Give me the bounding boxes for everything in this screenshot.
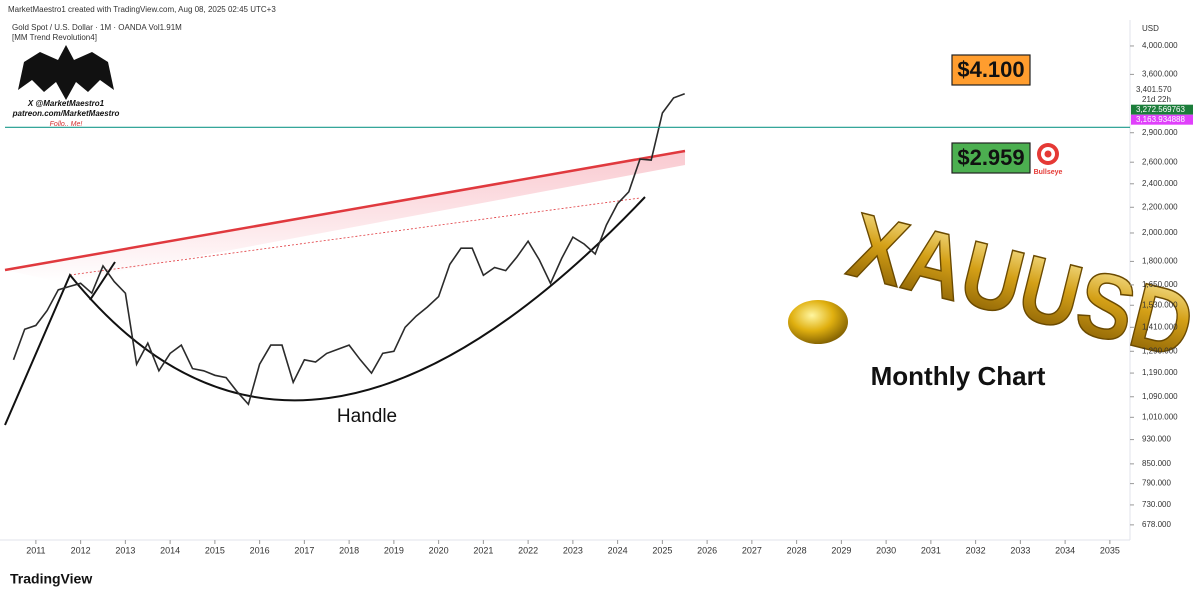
- y-tick-label: 930.000: [1142, 435, 1171, 444]
- logo-follow: Follo.. Me!: [50, 121, 83, 128]
- bullseye-icon: Bullseye: [1034, 143, 1063, 176]
- x-tick-label: 2024: [608, 545, 628, 555]
- x-tick-label: 2033: [1010, 545, 1030, 555]
- handle-line: [89, 261, 116, 301]
- x-tick-label: 2030: [876, 545, 896, 555]
- y-tick-label: 1,010.000: [1142, 412, 1178, 421]
- y-tick-label: 3,600.000: [1142, 69, 1178, 78]
- x-tick-label: 2019: [384, 545, 404, 555]
- footer-brand: TradingView: [10, 571, 92, 587]
- x-tick-label: 2032: [966, 545, 986, 555]
- level-label: $4.100: [957, 57, 1024, 82]
- price-box: [1131, 114, 1193, 125]
- y-tick-label: 790.000: [1142, 479, 1171, 488]
- level-box: [951, 142, 1031, 174]
- y-tick-label: 2,000.000: [1142, 228, 1178, 237]
- handle-label: Handle: [337, 406, 397, 427]
- logo-handle: X @MarketMaestro1: [27, 99, 105, 108]
- bullseye-label: Bullseye: [1034, 169, 1063, 176]
- y-tick-label: 1,190.000: [1142, 368, 1178, 377]
- y-tick-label: 1,650.000: [1142, 280, 1178, 289]
- x-tick-label: 2031: [921, 545, 941, 555]
- x-tick-label: 2035: [1100, 545, 1120, 555]
- price-label: 3,272.569763: [1136, 105, 1185, 114]
- y-tick-label: 1,410.000: [1142, 322, 1178, 331]
- y-tick-label: 2,900.000: [1142, 128, 1178, 137]
- y-tick-label: 730.000: [1142, 500, 1171, 509]
- y-tick-label: 678.000: [1142, 520, 1171, 529]
- x-tick-label: 2021: [473, 545, 493, 555]
- x-tick-label: 2014: [160, 545, 180, 555]
- countdown: 21d 22h: [1142, 95, 1171, 104]
- logo: X @MarketMaestro1 patreon.com/MarketMaes…: [12, 45, 120, 128]
- x-tick-label: 2027: [742, 545, 762, 555]
- x-tick-label: 2016: [250, 545, 270, 555]
- cup-curve: [4, 196, 646, 426]
- x-tick-label: 2023: [563, 545, 583, 555]
- gold-nugget: [788, 300, 848, 344]
- x-tick-label: 2018: [339, 545, 359, 555]
- x-tick-label: 2022: [518, 545, 538, 555]
- price-label: 3,163.934888: [1136, 115, 1185, 124]
- y-axis-label: USD: [1142, 24, 1159, 33]
- price-line: [12, 93, 685, 406]
- bat-logo: [18, 45, 114, 100]
- x-tick-label: 2015: [205, 545, 225, 555]
- x-tick-label: 2029: [831, 545, 851, 555]
- y-tick-label: 2,200.000: [1142, 202, 1178, 211]
- level-label: $2.959: [957, 145, 1024, 170]
- trend-line: [4, 149, 686, 272]
- trend-band: [5, 150, 685, 282]
- x-tick-label: 2025: [652, 545, 672, 555]
- y-tick-label: 2,400.000: [1142, 179, 1178, 188]
- x-tick-label: 2028: [787, 545, 807, 555]
- x-tick-label: 2012: [71, 545, 91, 555]
- y-tick-label: 1,800.000: [1142, 257, 1178, 266]
- y-tick-label: 1,090.000: [1142, 392, 1178, 401]
- plot: [12, 93, 685, 406]
- x-tick-label: 2020: [429, 545, 449, 555]
- price-box: [1131, 104, 1193, 115]
- x-tick-label: 2011: [26, 545, 45, 555]
- price-label: 3,401.570: [1136, 85, 1172, 94]
- indicator-name: [MM Trend Revolution4]: [12, 33, 97, 42]
- y-tick-label: 850.000: [1142, 459, 1171, 468]
- level-box: [951, 54, 1031, 86]
- x-tick-label: 2026: [697, 545, 717, 555]
- x-tick-label: 2017: [294, 545, 314, 555]
- created-by: MarketMaestro1 created with TradingView.…: [8, 5, 276, 14]
- y-tick-label: 4,000.000: [1142, 41, 1178, 50]
- y-tick-label: 1,290.000: [1142, 346, 1178, 355]
- y-tick-label: 2,600.000: [1142, 157, 1178, 166]
- logo-site: patreon.com/MarketMaestro: [12, 109, 120, 118]
- x-tick-label: 2013: [115, 545, 135, 555]
- x-tick-label: 2034: [1055, 545, 1075, 555]
- timeframe-label: Monthly Chart: [871, 361, 1046, 391]
- y-tick-label: 1,530.000: [1142, 300, 1178, 309]
- bullseye-ring: [1044, 150, 1052, 158]
- symbol-info: Gold Spot / U.S. Dollar · 1M · OANDA Vol…: [12, 23, 182, 32]
